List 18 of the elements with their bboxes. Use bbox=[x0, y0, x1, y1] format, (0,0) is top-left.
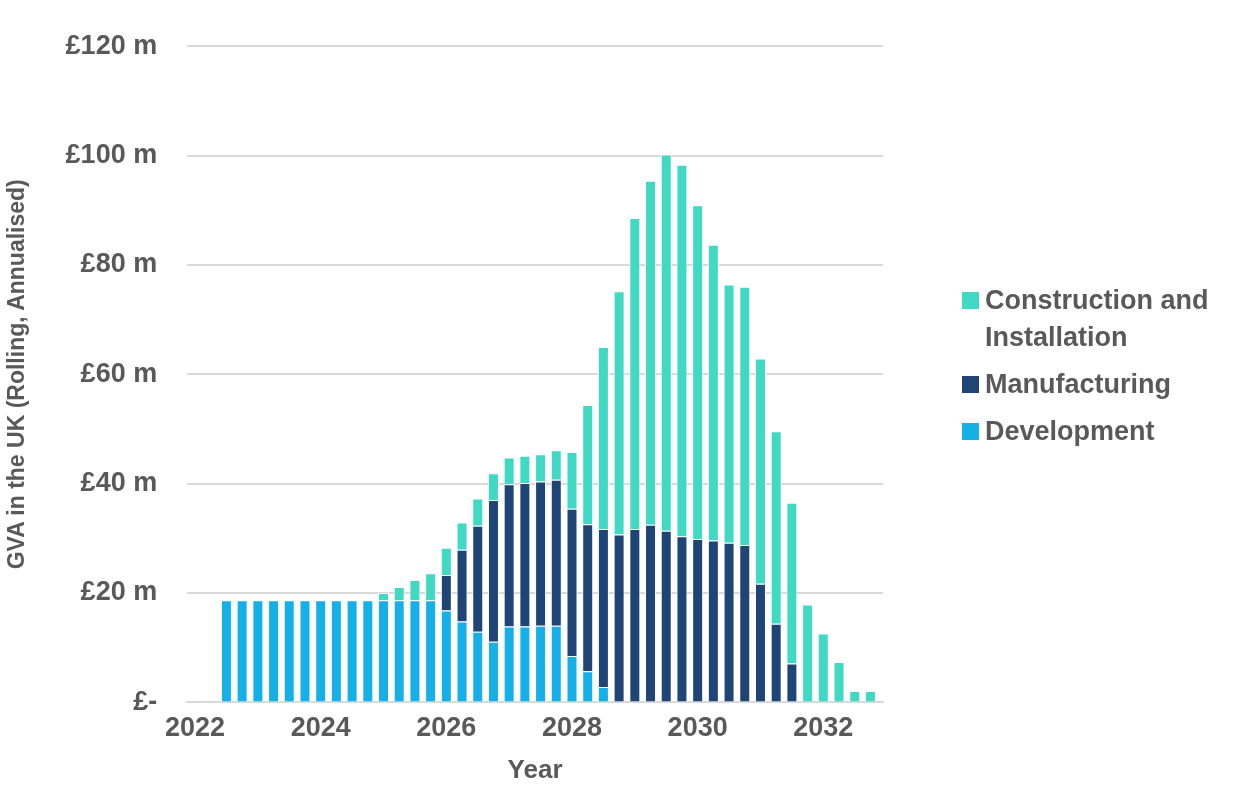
x-tick-label: 2032 bbox=[793, 712, 854, 743]
y-axis-title: GVA in the UK (Rolling, Annualised) bbox=[3, 179, 30, 570]
x-axis-title: Year bbox=[507, 753, 563, 784]
legend-label: Manufacturing bbox=[985, 368, 1171, 401]
x-tick-label: 2024 bbox=[290, 712, 351, 743]
y-tick-label: £80 m bbox=[80, 248, 158, 279]
x-tick-label: 2022 bbox=[164, 712, 226, 743]
legend-label: Development bbox=[985, 415, 1155, 448]
x-tick-label: 2030 bbox=[667, 712, 728, 743]
y-tick-label: £120 m bbox=[65, 29, 158, 60]
y-tick-label: £20 m bbox=[80, 576, 158, 607]
y-tick-label: £- bbox=[133, 685, 158, 716]
y-tick-label: £60 m bbox=[80, 357, 158, 388]
x-tick-label: 2028 bbox=[541, 712, 603, 743]
y-tick-label: £100 m bbox=[65, 139, 158, 170]
x-tick-label: 2026 bbox=[416, 712, 477, 743]
y-tick-label: £40 m bbox=[80, 467, 158, 498]
legend-label: Construction and Installation bbox=[985, 284, 1210, 354]
